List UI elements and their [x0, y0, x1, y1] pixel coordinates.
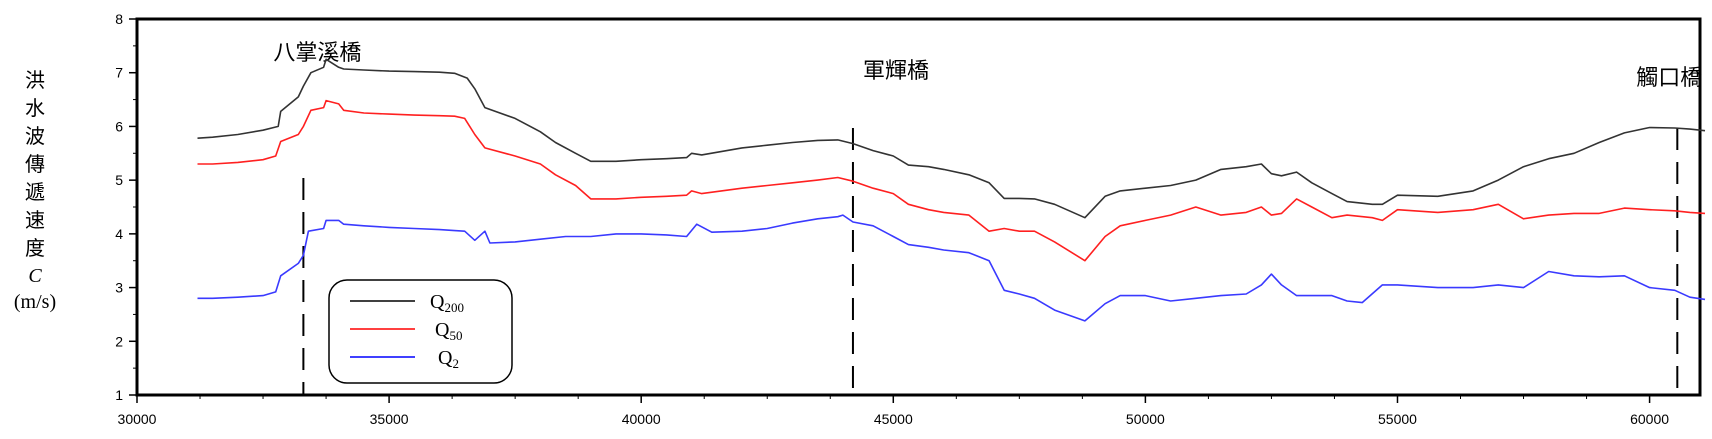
y-axis-label-char: 波: [25, 124, 45, 148]
legend-label-50: Q50: [435, 319, 462, 343]
x-tick-label: 35000: [370, 411, 409, 427]
legend-label-2: Q2: [438, 347, 459, 371]
y-axis-label-char: 洪: [25, 68, 45, 92]
y-tick-label: 2: [115, 333, 123, 349]
y-axis-label-char: 度: [25, 236, 45, 260]
bridge-label: 八掌溪橋: [273, 41, 361, 66]
y-axis-label-char: 水: [25, 96, 45, 120]
y-axis-label-char: 速: [25, 208, 45, 232]
y-axis-label-symbol: C: [28, 265, 42, 287]
y-tick-label: 5: [115, 172, 123, 188]
legend: Q200 Q50 Q2: [328, 279, 513, 384]
x-tick-label: 45000: [874, 411, 913, 427]
series-line-200: [197, 58, 1706, 219]
y-tick-label: 3: [115, 280, 123, 296]
y-tick-label: 7: [115, 65, 123, 81]
series-line-2: [197, 214, 1706, 322]
y-axis-label-unit: (m/s): [13, 291, 57, 313]
x-tick-label: 60000: [1630, 411, 1669, 427]
x-tick-label: 55000: [1378, 411, 1417, 427]
y-tick-label: 6: [115, 118, 123, 134]
x-tick-label: 30000: [118, 411, 157, 427]
legend-box: [328, 279, 513, 384]
x-tick-label: 50000: [1126, 411, 1165, 427]
bridge-label: 軍輝橋: [863, 59, 929, 84]
series-line-50: [197, 99, 1706, 262]
y-tick-label: 4: [115, 226, 123, 242]
y-tick-label: 8: [115, 11, 123, 27]
y-axis-label-char: 遞: [25, 180, 45, 204]
legend-label-200: Q200: [430, 291, 464, 315]
y-tick-label: 1: [115, 387, 123, 403]
bridge-label: 觸口橋: [1636, 66, 1702, 91]
y-axis-label-char: 傳: [25, 152, 45, 176]
x-tick-label: 40000: [622, 411, 661, 427]
